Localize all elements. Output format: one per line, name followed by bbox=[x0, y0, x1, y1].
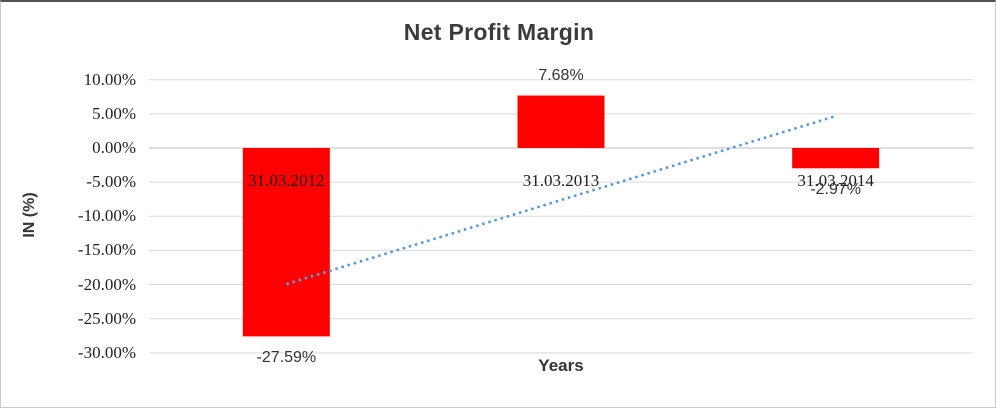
y-tick-label: -15.00% bbox=[77, 240, 136, 260]
bar-31.03.2012[interactable] bbox=[242, 148, 330, 337]
category-label: 31.03.2013 bbox=[522, 171, 600, 190]
data-label: 7.68% bbox=[538, 66, 584, 84]
y-tick-label: -30.00% bbox=[77, 342, 136, 362]
bar-31.03.2013[interactable] bbox=[517, 95, 605, 148]
y-tick-label: 10.00% bbox=[83, 69, 136, 89]
bar-series bbox=[242, 95, 880, 337]
category-label: 31.03.2014 bbox=[797, 171, 874, 190]
y-tick-label: -10.00% bbox=[77, 206, 136, 226]
y-tick-label: 5.00% bbox=[92, 103, 136, 123]
x-axis-title: Years bbox=[538, 356, 584, 375]
bar-31.03.2014[interactable] bbox=[792, 148, 880, 169]
y-tick-label: -20.00% bbox=[77, 274, 136, 294]
y-tick-label: -5.00% bbox=[86, 172, 136, 192]
data-label: -2.97% bbox=[810, 181, 861, 199]
category-label: 31.03.2012 bbox=[248, 171, 325, 190]
data-label: -27.59% bbox=[256, 349, 317, 367]
chart-title: Net Profit Margin bbox=[403, 19, 595, 45]
y-tick-label: 0.00% bbox=[92, 138, 136, 157]
y-tick-label: -25.00% bbox=[77, 308, 136, 328]
